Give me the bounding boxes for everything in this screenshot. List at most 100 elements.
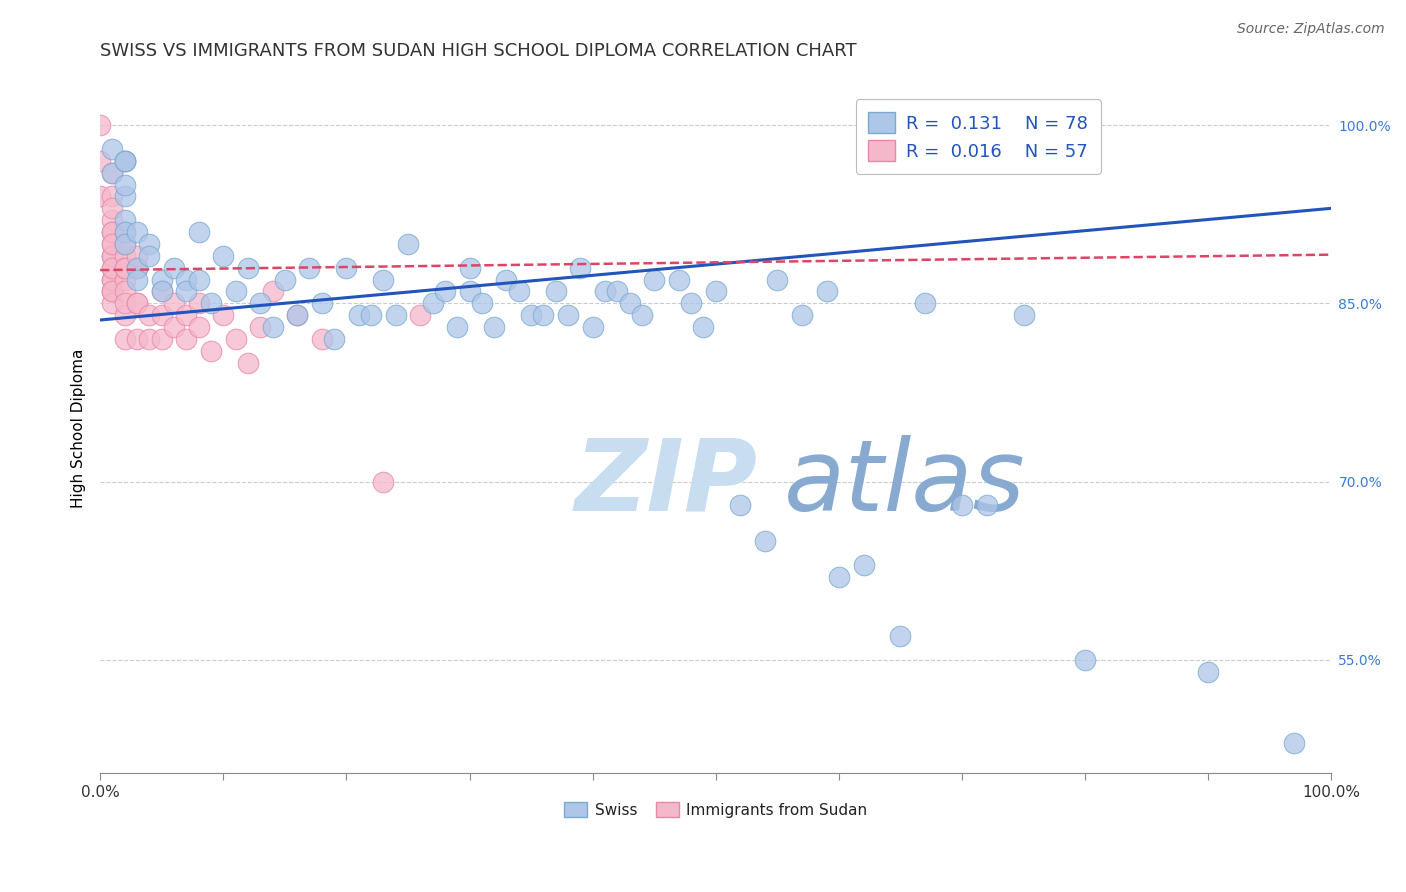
Point xyxy=(114,260,136,275)
Point xyxy=(114,260,136,275)
Point xyxy=(606,285,628,299)
Point xyxy=(101,285,124,299)
Point xyxy=(285,308,308,322)
Point xyxy=(138,332,160,346)
Point xyxy=(101,249,124,263)
Point xyxy=(323,332,346,346)
Point xyxy=(101,296,124,310)
Text: ZIP: ZIP xyxy=(574,434,758,532)
Point xyxy=(508,285,530,299)
Point xyxy=(101,285,124,299)
Point xyxy=(409,308,432,322)
Point xyxy=(101,272,124,286)
Point xyxy=(298,260,321,275)
Point xyxy=(125,260,148,275)
Point xyxy=(150,308,173,322)
Point xyxy=(471,296,494,310)
Point xyxy=(101,272,124,286)
Point xyxy=(150,285,173,299)
Point xyxy=(557,308,579,322)
Point xyxy=(101,260,124,275)
Point xyxy=(101,249,124,263)
Point xyxy=(311,296,333,310)
Point xyxy=(114,249,136,263)
Point xyxy=(138,236,160,251)
Point xyxy=(89,118,111,132)
Point xyxy=(125,260,148,275)
Point xyxy=(187,296,209,310)
Point xyxy=(1012,308,1035,322)
Point xyxy=(101,142,124,156)
Point xyxy=(89,189,111,203)
Point xyxy=(114,225,136,239)
Point xyxy=(125,249,148,263)
Point xyxy=(914,296,936,310)
Point xyxy=(176,308,198,322)
Point xyxy=(125,296,148,310)
Point xyxy=(225,285,247,299)
Point xyxy=(828,569,851,583)
Point xyxy=(114,236,136,251)
Point xyxy=(285,308,308,322)
Point xyxy=(569,260,592,275)
Text: atlas: atlas xyxy=(783,434,1025,532)
Point xyxy=(150,272,173,286)
Point xyxy=(692,320,714,334)
Point xyxy=(335,260,357,275)
Point xyxy=(163,260,186,275)
Point xyxy=(101,225,124,239)
Point xyxy=(114,153,136,168)
Point xyxy=(114,332,136,346)
Point xyxy=(176,272,198,286)
Point xyxy=(200,296,222,310)
Point xyxy=(114,153,136,168)
Point xyxy=(101,202,124,216)
Point xyxy=(531,308,554,322)
Point xyxy=(236,260,259,275)
Point xyxy=(852,558,875,572)
Point xyxy=(101,225,124,239)
Point xyxy=(163,296,186,310)
Point xyxy=(101,236,124,251)
Point xyxy=(422,296,444,310)
Point xyxy=(225,332,247,346)
Text: SWISS VS IMMIGRANTS FROM SUDAN HIGH SCHOOL DIPLOMA CORRELATION CHART: SWISS VS IMMIGRANTS FROM SUDAN HIGH SCHO… xyxy=(100,42,856,60)
Point xyxy=(101,213,124,227)
Point xyxy=(593,285,616,299)
Point xyxy=(150,332,173,346)
Point xyxy=(360,308,382,322)
Point xyxy=(101,166,124,180)
Point xyxy=(396,236,419,251)
Point xyxy=(311,332,333,346)
Point xyxy=(200,343,222,358)
Point xyxy=(950,499,973,513)
Point xyxy=(114,272,136,286)
Point xyxy=(176,332,198,346)
Point xyxy=(754,534,776,549)
Point xyxy=(790,308,813,322)
Point xyxy=(976,499,998,513)
Y-axis label: High School Diploma: High School Diploma xyxy=(72,349,86,508)
Point xyxy=(262,285,284,299)
Text: Source: ZipAtlas.com: Source: ZipAtlas.com xyxy=(1237,22,1385,37)
Point xyxy=(766,272,789,286)
Point xyxy=(458,285,481,299)
Point xyxy=(101,166,124,180)
Point xyxy=(249,296,271,310)
Point xyxy=(889,629,911,643)
Point xyxy=(1074,653,1097,667)
Point xyxy=(582,320,605,334)
Point xyxy=(495,272,517,286)
Point xyxy=(101,236,124,251)
Point xyxy=(187,272,209,286)
Point xyxy=(458,260,481,275)
Point xyxy=(125,272,148,286)
Point xyxy=(212,249,235,263)
Point xyxy=(619,296,641,310)
Point xyxy=(101,285,124,299)
Point xyxy=(482,320,505,334)
Point xyxy=(163,320,186,334)
Point xyxy=(520,308,543,322)
Point xyxy=(125,225,148,239)
Point xyxy=(815,285,838,299)
